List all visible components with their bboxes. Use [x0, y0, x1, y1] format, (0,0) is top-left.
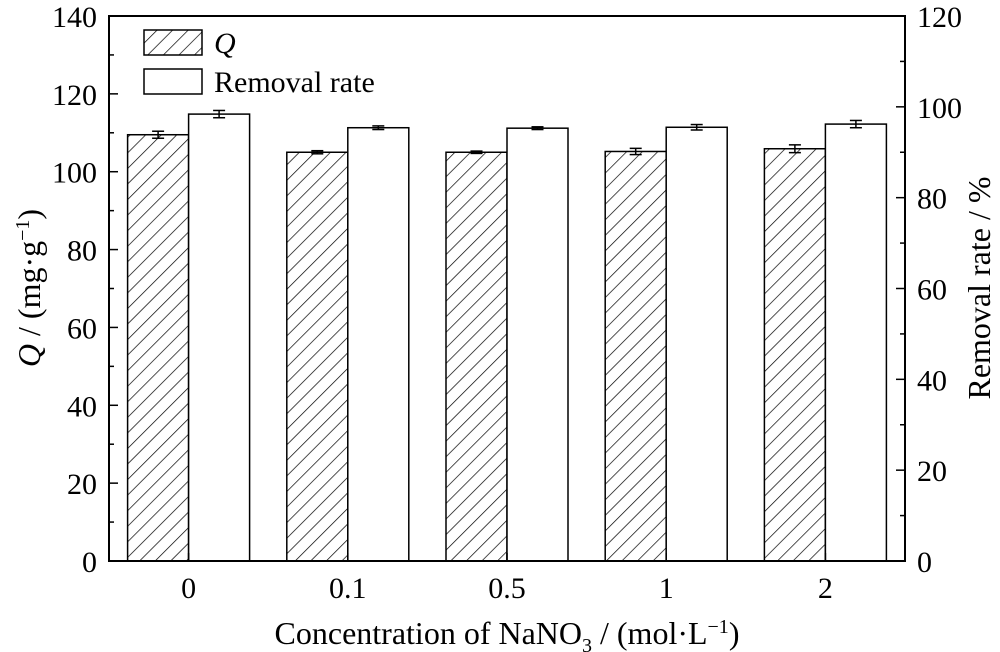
x-tick-label: 0.5	[488, 572, 526, 605]
bar-removal-rate-3	[665, 126, 728, 562]
y-right-tick-label: 80	[917, 183, 947, 216]
bar-q-2	[445, 151, 508, 562]
error-bar-q-4	[788, 144, 801, 154]
error-bar-removal-rate-3	[690, 123, 703, 131]
y-left-tick-label: 100	[52, 157, 97, 190]
y-right-tick-label: 120	[917, 1, 962, 34]
error-bar-removal-rate-4	[849, 119, 862, 129]
bar-removal-rate-2	[506, 127, 569, 562]
error-bar-q-1	[311, 149, 324, 155]
error-bar-q-3	[629, 147, 642, 156]
axis-ticks-layer: 0 0.1 0.5 1 20204060801001201400204060801001…	[52, 1, 962, 605]
error-bar-removal-rate-0	[213, 109, 226, 119]
x-tick-label: 0.1	[329, 572, 367, 605]
y-axis-right-label: Removal rate / %	[961, 176, 997, 399]
legend-swatch-q	[143, 29, 203, 56]
error-bar-removal-rate-2	[531, 126, 544, 131]
y-right-tick-label: 100	[917, 92, 962, 125]
bar-removal-rate-4	[824, 123, 888, 562]
x-tick-label: 0	[181, 572, 196, 605]
y-left-tick-label: 140	[52, 1, 97, 34]
y-left-tick-label: 80	[67, 235, 97, 268]
x-axis-label: Concentration of NaNO3 / (mol·L−1)	[275, 615, 740, 652]
bar-removal-rate-1	[347, 126, 410, 562]
bar-removal-rate-0	[187, 113, 251, 562]
legend: Q Removal rate	[143, 27, 375, 99]
bar-q-4	[763, 147, 827, 562]
bar-q-3	[604, 150, 667, 562]
error-bars-layer	[152, 109, 862, 156]
y-right-tick-label: 20	[917, 455, 947, 488]
bar-q-1	[286, 151, 349, 562]
bar-q-0	[126, 133, 190, 562]
bars-layer	[126, 113, 888, 562]
y-right-tick-label: 60	[917, 274, 947, 307]
y-left-tick-label: 60	[67, 312, 97, 345]
error-bar-q-2	[470, 150, 483, 155]
legend-swatch-removal-rate	[143, 68, 203, 95]
legend-label-q: Q	[214, 27, 236, 60]
y-left-tick-label: 40	[67, 390, 97, 423]
y-left-tick-label: 20	[67, 468, 97, 501]
x-tick-label: 2	[818, 572, 833, 605]
y-right-tick-label: 40	[917, 364, 947, 397]
legend-label-removal-rate: Removal rate	[214, 66, 375, 99]
y-left-tick-label: 0	[82, 546, 97, 579]
error-bar-removal-rate-1	[372, 125, 385, 131]
y-left-tick-label: 120	[52, 79, 97, 112]
y-right-tick-label: 0	[917, 546, 932, 579]
x-tick-label: 1	[659, 572, 674, 605]
y-axis-left-label: Q / (mg·g−1)	[11, 209, 47, 367]
error-bar-q-0	[152, 130, 165, 139]
